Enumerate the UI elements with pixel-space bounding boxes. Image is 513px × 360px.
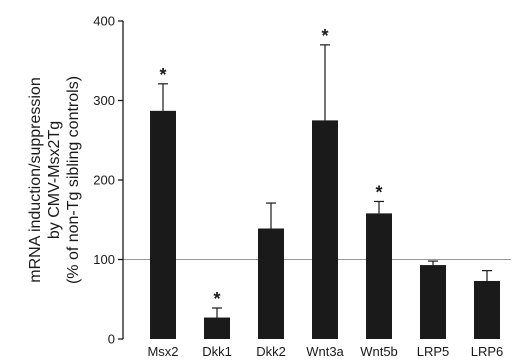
significance-star-dkk1: * xyxy=(213,289,220,309)
y-tick-label-100: 100 xyxy=(93,252,115,267)
bar-dkk1 xyxy=(204,317,230,339)
category-label-wnt3a: Wnt3a xyxy=(306,344,344,359)
bar-wnt3a xyxy=(312,120,338,339)
category-label-wnt5b: Wnt5b xyxy=(360,344,398,359)
bar-dkk2 xyxy=(258,228,284,339)
category-label-dkk1: Dkk1 xyxy=(202,344,232,359)
category-label-lrp6: LRP6 xyxy=(471,344,504,359)
bar-lrp6 xyxy=(474,280,500,339)
bar-wnt5b xyxy=(366,213,392,339)
y-axis-title: mRNA induction/suppression by CMV-Msx2Tg… xyxy=(27,76,82,284)
category-label-msx2: Msx2 xyxy=(147,344,178,359)
bar-lrp5 xyxy=(420,265,446,339)
bar-msx2 xyxy=(150,110,176,340)
plot-area: 0 100 200 300 400 * Msx2 * Dkk1 Dkk2 * Wnt3a * Wnt5b L… xyxy=(93,14,511,359)
y-tick-label-200: 200 xyxy=(93,173,115,188)
y-tick-label-300: 300 xyxy=(93,93,115,108)
significance-star-msx2: * xyxy=(159,65,166,85)
significance-star-wnt5b: * xyxy=(375,182,382,202)
y-tick-label-0: 0 xyxy=(108,332,115,347)
y-axis-title-line-2: by CMV-Msx2Tg xyxy=(46,121,63,239)
y-axis-title-line-3: (% of non-Tg sibling controls) xyxy=(65,76,82,284)
category-label-dkk2: Dkk2 xyxy=(256,344,286,359)
y-tick-label-400: 400 xyxy=(93,14,115,29)
significance-star-wnt3a: * xyxy=(321,26,328,46)
category-label-lrp5: LRP5 xyxy=(417,344,450,359)
y-axis-title-line-1: mRNA induction/suppression xyxy=(27,77,44,282)
